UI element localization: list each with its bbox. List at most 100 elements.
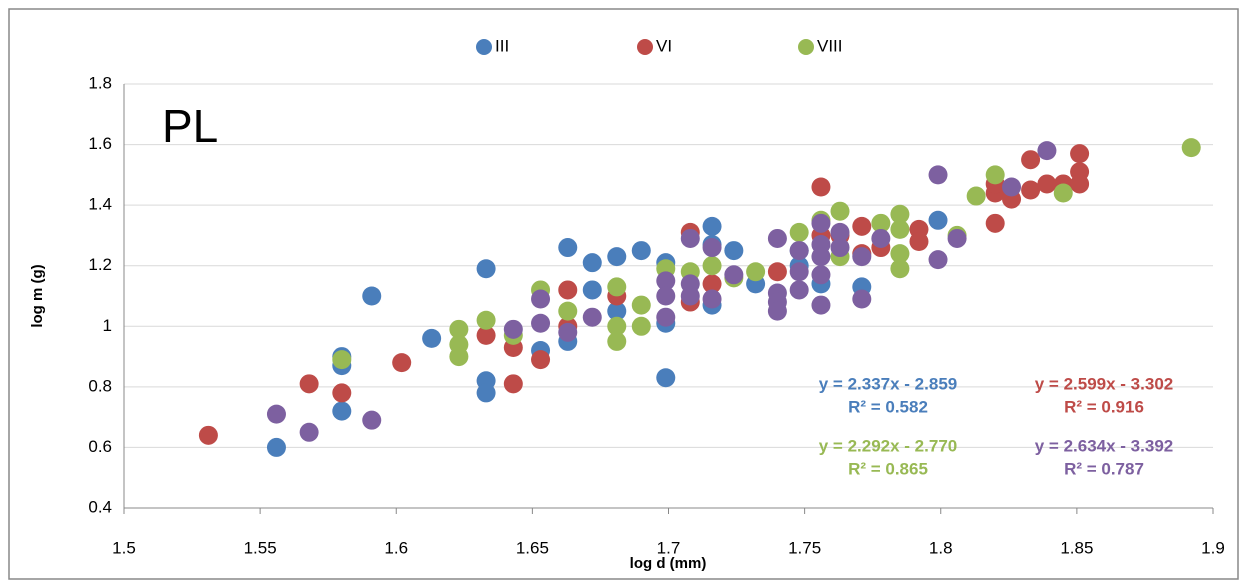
point [811,265,831,285]
point [558,301,578,321]
point [476,383,496,403]
point [767,228,787,248]
point [811,247,831,267]
y-tick-label: 1 [103,316,112,335]
point [928,210,948,230]
point [789,222,809,242]
point [985,165,1005,185]
point [299,422,319,442]
annotation: R² = 0.787 [1064,459,1144,478]
legend-marker [798,39,814,55]
legend-label: VIII [817,36,843,55]
annotation: R² = 0.865 [848,459,928,478]
annotation: y = 2.634x - 3.392 [1035,436,1173,455]
y-tick-label: 0.8 [88,376,112,395]
point [582,253,602,273]
point [789,280,809,300]
point [767,262,787,282]
annotation: y = 2.337x - 2.859 [819,374,957,393]
point [1070,174,1090,194]
y-tick-label: 1.6 [88,134,112,153]
y-tick-label: 1.8 [88,73,112,92]
point [607,247,627,267]
point [830,238,850,258]
x-tick-label: 1.5 [112,538,136,557]
point [449,347,469,367]
point [702,238,722,258]
point [830,201,850,221]
point [332,401,352,421]
point [531,350,551,370]
point [746,262,766,282]
annotation: R² = 0.916 [1064,397,1144,416]
point [449,319,469,339]
point [607,331,627,351]
point [724,265,744,285]
point [890,259,910,279]
x-tick-label: 1.8 [929,538,953,557]
point [890,244,910,264]
point [531,313,551,333]
annotation: y = 2.599x - 3.302 [1035,374,1173,393]
point [392,353,412,373]
point [890,204,910,224]
point [607,301,627,321]
point [811,295,831,315]
x-tick-label: 1.55 [244,538,277,557]
point [476,310,496,330]
point [362,286,382,306]
y-tick-label: 1.4 [88,195,112,214]
point [332,383,352,403]
point [558,322,578,342]
point [631,241,651,261]
point [890,219,910,239]
point [631,316,651,336]
point [852,216,872,236]
point [656,307,676,327]
legend-marker [476,39,492,55]
point [947,228,967,248]
point [1070,144,1090,164]
point [852,289,872,309]
point [1021,180,1041,200]
point [1053,183,1073,203]
point [607,277,627,297]
point [702,274,722,294]
point [362,410,382,430]
point [656,368,676,388]
point [1037,141,1057,161]
point [928,165,948,185]
point [531,289,551,309]
point [702,289,722,309]
point [1037,174,1057,194]
point [503,319,523,339]
point [909,231,929,251]
x-tick-label: 1.6 [384,538,408,557]
x-tick-label: 1.9 [1201,538,1225,557]
point [767,301,787,321]
point [503,374,523,394]
annotation: y = 2.292x - 2.770 [819,436,957,455]
point [631,295,651,315]
point [1002,177,1022,197]
point [811,213,831,233]
point [702,216,722,236]
point [1021,150,1041,170]
point [198,425,218,445]
annotation: R² = 0.582 [848,397,928,416]
point [607,316,627,336]
point [702,256,722,276]
legend-marker [637,39,653,55]
point [871,228,891,248]
point [332,350,352,370]
point [811,177,831,197]
x-tick-label: 1.75 [788,538,821,557]
legend-label: VI [656,36,672,55]
point [656,271,676,291]
point [266,404,286,424]
point [582,307,602,327]
point [985,213,1005,233]
point [680,228,700,248]
y-tick-label: 1.2 [88,255,112,274]
point [680,286,700,306]
